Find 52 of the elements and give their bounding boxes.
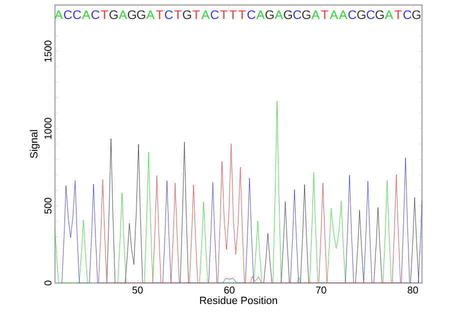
y-tick-label: 1500 — [44, 40, 52, 62]
line-series — [55, 100, 392, 283]
annotation: T — [174, 10, 182, 20]
annotation: G — [412, 10, 420, 20]
annotation: G — [284, 10, 292, 20]
y-tick-label: 1000 — [44, 118, 52, 139]
annotation: A — [146, 10, 155, 20]
annotation: C — [64, 10, 72, 20]
annotation: C — [73, 10, 82, 20]
annotation: A — [384, 10, 394, 20]
annotation: C — [348, 10, 356, 20]
y-tick-label: 0 — [44, 280, 52, 286]
annotation: C — [92, 10, 100, 20]
annotation: C — [247, 10, 256, 20]
annotation: C — [164, 10, 173, 20]
annotation: A — [118, 10, 128, 20]
annotation: A — [274, 10, 283, 20]
annotation: T — [101, 10, 108, 20]
x-tick-label: 70 — [316, 286, 326, 294]
annotation: G — [376, 10, 384, 20]
annotation: C — [403, 10, 412, 20]
annotation: A — [54, 10, 63, 20]
annotation: T — [229, 10, 237, 20]
annotation: T — [156, 10, 164, 20]
annotation: A — [311, 10, 320, 20]
annotation: C — [210, 10, 219, 20]
annotation: G — [265, 10, 274, 20]
annotation: G — [357, 10, 366, 20]
annotation: T — [220, 10, 228, 20]
annotation: G — [182, 10, 192, 20]
annotation: T — [321, 10, 328, 20]
y-axis-title: Signal — [30, 130, 40, 158]
x-axis-title: Residue Position — [200, 296, 278, 304]
x-tick-label: 80 — [408, 286, 418, 294]
line-series — [62, 158, 422, 283]
annotation: G — [137, 10, 146, 20]
annotation: C — [293, 10, 302, 20]
annotation: C — [366, 10, 375, 20]
annotation: A — [338, 10, 348, 20]
annotation: T — [238, 10, 246, 20]
x-tick-label: 50 — [132, 286, 143, 294]
annotation: A — [201, 10, 210, 20]
annotation: T — [192, 10, 200, 20]
y-tick-label: 500 — [44, 198, 52, 214]
annotation: G — [110, 10, 118, 20]
annotation: G — [128, 10, 136, 20]
annotation: A — [82, 10, 90, 20]
x-tick-label: 60 — [224, 286, 234, 294]
annotation: G — [302, 10, 310, 20]
annotation: A — [256, 10, 265, 20]
annotation: A — [330, 10, 338, 20]
annotation: T — [394, 10, 402, 20]
